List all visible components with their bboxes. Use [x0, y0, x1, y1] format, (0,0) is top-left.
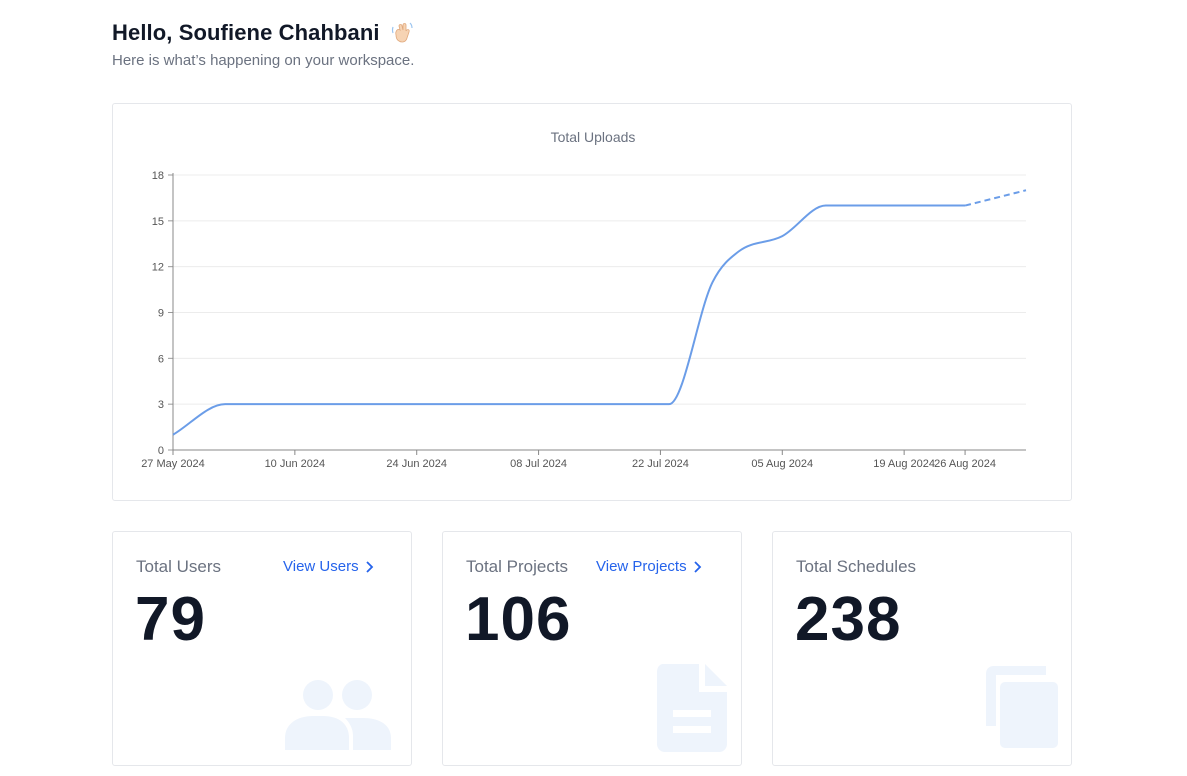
greeting-subtitle: Here is what’s happening on your workspa…	[112, 52, 415, 69]
copy-icon	[986, 666, 1058, 748]
waving-hand-icon	[391, 22, 413, 43]
y-tick-label: 3	[158, 399, 164, 411]
total-users-label: Total Users	[136, 557, 222, 576]
total-schedules-card: Total Schedules 238	[772, 531, 1072, 766]
y-tick-label: 12	[152, 262, 164, 274]
uploads-series-line	[172, 204, 966, 436]
total-projects-value: 106	[465, 585, 572, 654]
uploads-projection-line	[964, 189, 1027, 207]
greeting-heading: Hello, Soufiene Chahbani	[112, 20, 414, 46]
users-icon	[285, 680, 391, 750]
x-tick-label: 24 Jun 2024	[386, 458, 447, 470]
view-projects-link[interactable]: View Projects	[596, 558, 702, 575]
total-projects-card: Total Projects View Projects 106	[442, 531, 742, 766]
x-tick-label: 27 May 2024	[141, 458, 205, 470]
x-tick-label: 26 Aug 2024	[934, 458, 996, 470]
y-tick-label: 18	[152, 170, 164, 182]
x-tick-label: 08 Jul 2024	[510, 458, 567, 470]
view-users-link[interactable]: View Users	[283, 558, 374, 575]
total-users-value: 79	[135, 585, 206, 654]
chart-title: Total Uploads	[551, 129, 636, 145]
view-projects-label: View Projects	[596, 558, 687, 575]
total-schedules-label: Total Schedules	[796, 557, 917, 576]
greeting: Hello, Soufiene Chahbani Here is what’s …	[112, 20, 414, 69]
uploads-chart-card: Total Uploads 0 3 6 9 12 15 18 27 May 2024 10 Jun…	[112, 103, 1072, 501]
y-tick-label: 0	[158, 445, 164, 457]
chevron-right-icon	[365, 560, 373, 573]
y-tick-label: 9	[158, 308, 164, 320]
uploads-chart: Total Uploads 0 3 6 9 12 15 18 27 May 2024 10 Jun…	[141, 129, 1027, 470]
x-tick-label: 10 Jun 2024	[265, 458, 326, 470]
total-schedules-value: 238	[795, 585, 902, 654]
total-projects-label: Total Projects	[466, 557, 569, 576]
greeting-title: Hello, Soufiene Chahbani	[112, 20, 380, 45]
x-tick-label: 19 Aug 2024	[873, 458, 935, 470]
document-icon	[657, 664, 727, 752]
total-users-card: Total Users View Users 79	[112, 531, 412, 766]
y-tick-label: 6	[158, 353, 164, 365]
chevron-right-icon	[693, 560, 701, 573]
x-tick-label: 22 Jul 2024	[632, 458, 689, 470]
y-tick-label: 15	[152, 216, 164, 228]
x-tick-label: 05 Aug 2024	[751, 458, 813, 470]
view-users-label: View Users	[283, 558, 359, 575]
